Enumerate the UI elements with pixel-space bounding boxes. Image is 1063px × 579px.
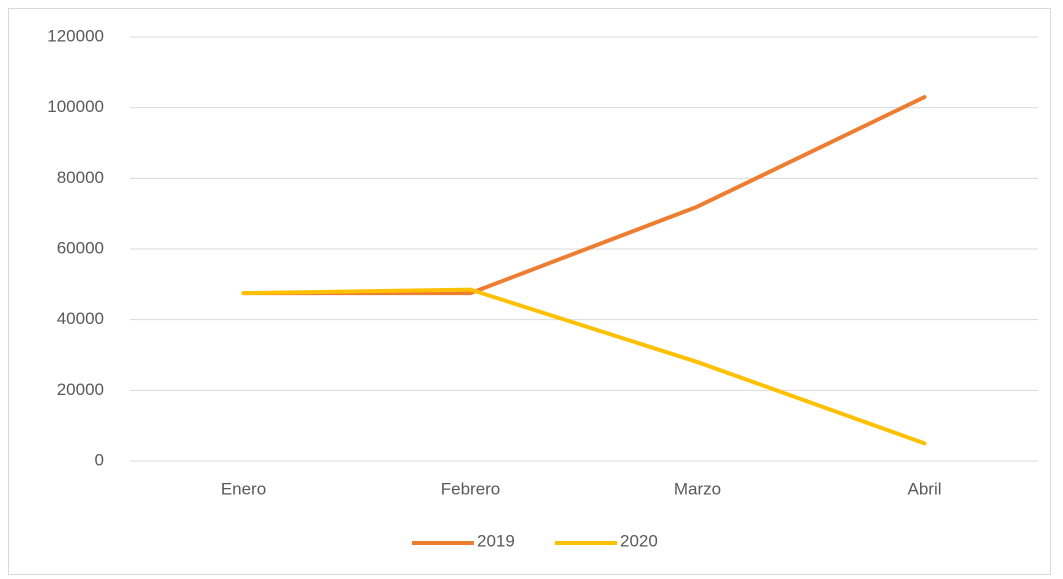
y-tick-label: 0	[95, 450, 104, 469]
x-tick-label: Abril	[907, 479, 941, 498]
legend-label: 2020	[620, 531, 658, 550]
y-tick-label: 100000	[47, 97, 104, 116]
y-tick-label: 80000	[57, 168, 104, 187]
y-tick-label: 40000	[57, 309, 104, 328]
series-line	[241, 287, 927, 446]
y-tick-label: 60000	[57, 238, 104, 257]
y-tick-label: 20000	[57, 380, 104, 399]
chart-border	[8, 8, 1051, 575]
legend-label: 2019	[477, 531, 515, 550]
x-tick-label: Marzo	[674, 479, 721, 498]
x-tick-label: Enero	[221, 479, 266, 498]
y-tick-label: 120000	[47, 26, 104, 45]
x-tick-label: Febrero	[441, 479, 501, 498]
